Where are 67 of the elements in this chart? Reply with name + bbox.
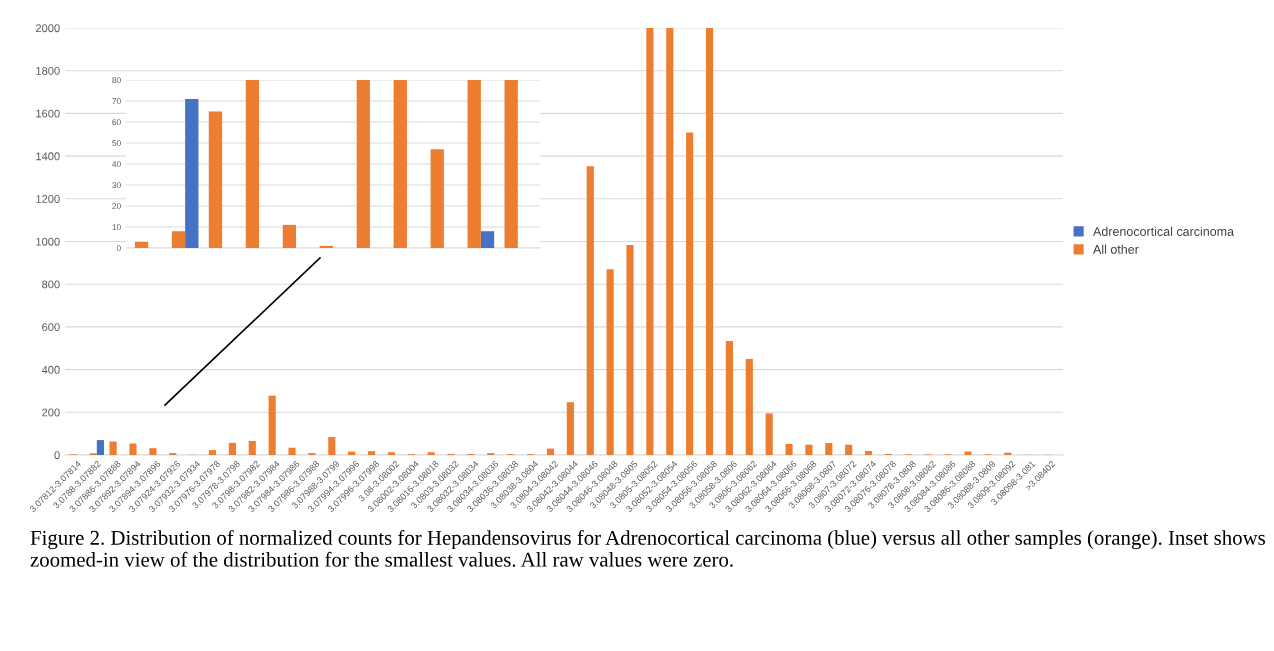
bar [765, 413, 773, 455]
bar [134, 241, 149, 248]
bar [109, 441, 117, 455]
bar [208, 450, 217, 455]
bar [467, 80, 481, 248]
y-tick-label: 30 [112, 182, 121, 189]
y-tick-label: 800 [42, 280, 60, 289]
bar [745, 358, 753, 455]
bar [282, 224, 297, 248]
bar [129, 443, 137, 455]
bar [785, 443, 793, 455]
bar [705, 28, 714, 455]
y-tick-label: 70 [112, 98, 121, 105]
y-tick-label: 0 [116, 245, 121, 252]
y-tick-label: 2000 [35, 24, 60, 33]
y-tick-label: 20 [112, 203, 121, 210]
y-tick-label: 1200 [36, 195, 60, 203]
bar [666, 28, 674, 455]
bar [686, 132, 694, 455]
bar [96, 440, 104, 455]
bar [427, 452, 435, 455]
bar [393, 80, 407, 248]
bar [430, 149, 444, 248]
bar [504, 80, 518, 248]
legend-label: Adrenocortical carcinoma [1093, 226, 1235, 236]
bar [805, 444, 813, 455]
bar [864, 450, 873, 455]
y-tick-label: 80 [112, 77, 121, 84]
bar [825, 443, 833, 455]
y-tick-label: 10 [112, 224, 121, 231]
bar [319, 245, 333, 248]
bar [228, 442, 236, 455]
bar [845, 444, 853, 455]
bar [387, 452, 396, 455]
y-tick-label: 1000 [36, 237, 60, 246]
y-tick-label: 0 [54, 451, 60, 460]
bar [367, 451, 376, 455]
bar [356, 80, 370, 248]
y-tick-label: 600 [42, 323, 60, 332]
bar [245, 80, 260, 248]
bar [646, 28, 654, 455]
bar [725, 340, 733, 455]
bar [248, 440, 256, 455]
bar [268, 395, 276, 455]
y-tick-label: 400 [41, 365, 60, 374]
bar [586, 166, 594, 455]
y-tick-label: 1600 [36, 109, 60, 118]
bar [328, 437, 336, 455]
bar [185, 98, 199, 248]
bar [964, 451, 972, 455]
bar [288, 447, 296, 455]
y-tick-label: 60 [112, 119, 121, 126]
y-tick-label: 1400 [36, 152, 60, 161]
bar [149, 448, 157, 455]
bar [626, 244, 634, 455]
bar [171, 231, 186, 248]
bar [566, 402, 574, 455]
caption: Figure 2. Distribution of normalized counts for Hepandensovirus for Adrenocortical carcinoma (blue) versus all other samples (orange). Inset shows zoomed-in view of the distribution for the smallest values. All raw values were zero. [30, 530, 1266, 567]
y-tick-label: 40 [112, 161, 121, 168]
bar [208, 111, 223, 248]
y-tick-label: 200 [42, 408, 60, 417]
bar [480, 231, 495, 248]
y-tick-label: 1800 [36, 66, 60, 75]
legend-label: All other [1093, 244, 1139, 254]
bar [606, 269, 614, 455]
bar [546, 448, 555, 455]
y-tick-label: 50 [112, 140, 121, 147]
